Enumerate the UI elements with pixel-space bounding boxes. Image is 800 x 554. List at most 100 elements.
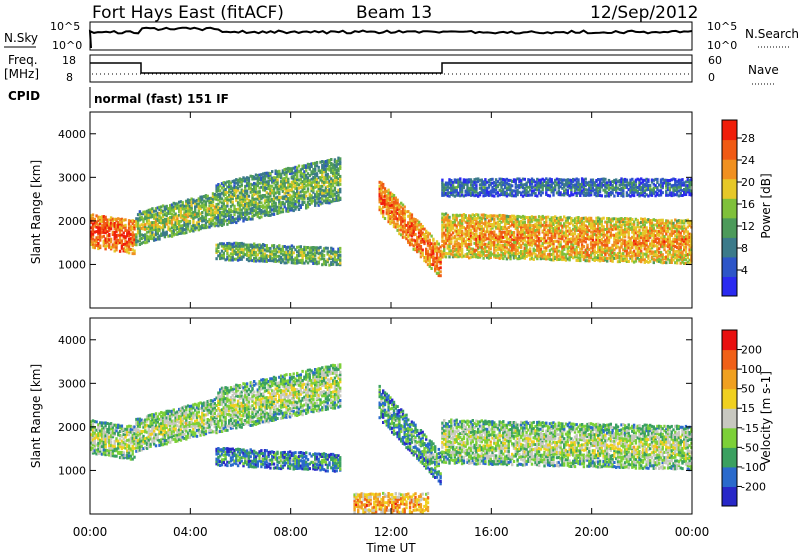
heatmap-cell <box>186 224 190 228</box>
heatmap-cell <box>493 220 496 223</box>
heatmap-cell <box>185 218 188 222</box>
heatmap-cell <box>185 227 188 231</box>
heatmap-cell <box>602 243 605 247</box>
heatmap-cell <box>564 240 568 244</box>
heatmap-cell <box>520 235 523 239</box>
heatmap-cell <box>263 201 267 205</box>
heatmap-cell <box>324 259 328 263</box>
heatmap-cell <box>668 235 672 239</box>
heatmap-cell <box>296 245 299 249</box>
heatmap-cell <box>446 213 449 217</box>
heatmap-cell <box>511 192 514 195</box>
heatmap-cell <box>405 228 408 232</box>
heatmap-cell <box>296 258 299 262</box>
heatmap-cell <box>656 219 659 223</box>
heatmap-cell <box>545 257 548 261</box>
heatmap-cell <box>482 229 485 233</box>
heatmap-cell <box>572 219 575 223</box>
heatmap-cell <box>473 217 476 221</box>
heatmap-cell <box>675 235 679 239</box>
heatmap-cell <box>211 200 215 204</box>
heatmap-cell <box>518 236 521 240</box>
heatmap-cell <box>679 246 682 249</box>
heatmap-cell <box>536 225 539 229</box>
heatmap-cell <box>588 216 591 220</box>
heatmap-cell <box>158 219 161 222</box>
heatmap-cell <box>598 229 602 233</box>
heatmap-cell <box>450 252 453 256</box>
heatmap-cell <box>455 213 458 217</box>
heatmap-cell <box>100 215 104 219</box>
heatmap-cell <box>450 226 453 229</box>
heatmap-cell <box>417 249 421 253</box>
heatmap-cell <box>290 258 294 262</box>
heatmap-cell <box>511 214 514 218</box>
heatmap-cell <box>172 217 175 221</box>
heatmap-cell <box>487 221 491 225</box>
heatmap-cell <box>278 196 281 199</box>
heatmap-cell <box>228 258 231 262</box>
heatmap-cell <box>220 191 224 195</box>
heatmap-cell <box>283 245 286 248</box>
heatmap-cell <box>514 223 517 227</box>
heatmap-cell <box>303 166 306 169</box>
heatmap-cell <box>333 179 337 183</box>
heatmap-cell <box>677 225 681 229</box>
heatmap-cell <box>326 185 329 188</box>
heatmap-cell <box>536 244 539 248</box>
heatmap-cell <box>444 191 448 195</box>
heatmap-cell <box>272 181 276 185</box>
heatmap-cell <box>321 201 324 205</box>
heatmap-cell <box>408 217 412 221</box>
heatmap-cell <box>192 218 195 222</box>
heatmap-cell <box>108 218 111 222</box>
heatmap-cell <box>231 258 234 262</box>
heatmap-cell <box>178 204 181 208</box>
heatmap-cell <box>265 244 268 248</box>
heatmap-cell <box>140 217 143 221</box>
heatmap-cell <box>330 195 333 199</box>
heatmap-cell <box>584 240 587 244</box>
heatmap-cell <box>408 212 412 216</box>
heatmap-cell <box>435 246 439 250</box>
heatmap-cell <box>378 184 381 188</box>
heatmap-cell <box>314 164 317 168</box>
heatmap-cell <box>618 235 621 239</box>
heatmap-cell <box>208 201 211 204</box>
heatmap-cell <box>536 223 539 227</box>
heatmap-cell <box>310 246 313 250</box>
heatmap-cell <box>219 196 222 200</box>
heatmap-cell <box>545 193 548 196</box>
heatmap-cell <box>460 186 464 190</box>
heatmap-cell <box>263 259 267 263</box>
heatmap-cell <box>151 233 154 237</box>
heatmap-cell <box>217 189 220 193</box>
heatmap-cell <box>598 240 602 244</box>
heatmap-cell <box>552 216 555 220</box>
heatmap-cell <box>244 217 247 221</box>
heatmap-cell <box>276 174 279 178</box>
heatmap-cell <box>310 172 313 176</box>
heatmap-cell <box>586 251 589 255</box>
heatmap-cell <box>473 252 476 256</box>
heatmap-cell <box>577 256 580 260</box>
heatmap-cell <box>690 237 693 241</box>
heatmap-cell <box>154 225 158 229</box>
heatmap-cell <box>666 224 670 228</box>
heatmap-cell <box>475 213 478 217</box>
heatmap-cell <box>269 250 272 254</box>
heatmap-cell <box>224 212 227 216</box>
heatmap-cell <box>674 230 677 234</box>
heatmap-cell <box>498 244 501 248</box>
heatmap-cell <box>520 227 523 231</box>
heatmap-cell <box>484 245 487 249</box>
heatmap-cell <box>563 252 566 256</box>
heatmap-cell <box>521 217 525 221</box>
heatmap-cell <box>654 234 657 238</box>
heatmap-cell <box>622 239 625 243</box>
heatmap-cell <box>326 260 329 264</box>
heatmap-cell <box>477 177 480 181</box>
heatmap-cell <box>545 218 548 222</box>
heatmap-cell <box>278 190 281 194</box>
heatmap-cell <box>521 238 525 242</box>
